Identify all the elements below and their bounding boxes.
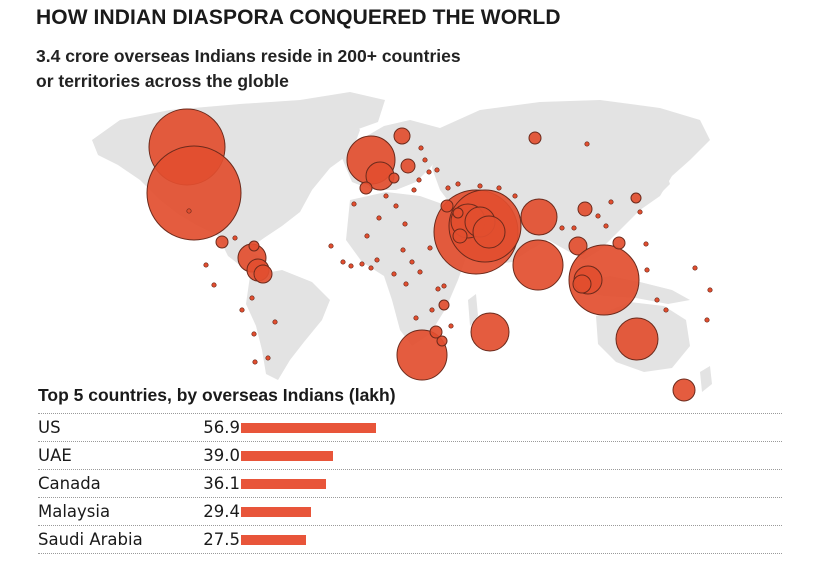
bubble-europe-c [400, 158, 416, 174]
bar-row: Saudi Arabia 27.5 [38, 526, 782, 554]
page-title: HOW INDIAN DIASPORA CONQUERED THE WORLD [36, 6, 561, 29]
bar [241, 479, 327, 489]
land-madagascar [468, 294, 478, 326]
bubble-reunion [436, 335, 448, 347]
bubble-caribbean-c [248, 240, 260, 252]
bubble-thailand [612, 236, 626, 250]
bar-row: US 56.9 [38, 414, 782, 442]
bubble-myanmar [568, 244, 640, 316]
bar-row: UAE 39.0 [38, 442, 782, 470]
bubble-sri-lanka [512, 239, 564, 291]
bubble-kenya [438, 299, 450, 311]
bubble-china [577, 201, 593, 217]
bubble-europe-e [388, 172, 400, 184]
bar [241, 535, 306, 545]
bubble-australia [615, 317, 659, 361]
bar-value-label: 29.4 [203, 502, 240, 521]
bubble-new-zealand [672, 378, 696, 402]
bubble-japan [630, 192, 642, 204]
bar-chart: US 56.9 UAE 39.0 Canada 36.1 Malaysia 29… [38, 413, 782, 554]
bubble-mauritius [470, 312, 510, 352]
bubble-singapore [572, 274, 592, 294]
subtitle-line-1: 3.4 crore overseas Indians reside in 200… [36, 46, 461, 66]
bar [241, 423, 376, 433]
bar [241, 507, 311, 517]
subtitle-line-2: or territories across the globle [36, 71, 289, 91]
land-japan [650, 168, 670, 196]
subtitle: 3.4 crore overseas Indians reside in 200… [36, 44, 596, 94]
bubble-bhutan [568, 236, 588, 256]
bar-row: Malaysia 29.4 [38, 498, 782, 526]
land-new-zealand [700, 366, 712, 392]
bar-chart-title: Top 5 countries, by overseas Indians (la… [38, 385, 396, 405]
bubble-russia [528, 131, 542, 145]
bubble-kuwait [440, 199, 454, 213]
bar-value-label: 36.1 [203, 474, 240, 493]
bar-category-label: UAE [38, 446, 72, 465]
bubbles [146, 108, 696, 402]
bar-value-label: 27.5 [203, 530, 240, 549]
bar-category-label: Malaysia [38, 502, 111, 521]
land-greenland [300, 92, 385, 132]
bar-category-label: Saudi Arabia [38, 530, 143, 549]
bar-value-label: 39.0 [203, 446, 240, 465]
bubble-south-africa [396, 329, 448, 381]
small-dots [186, 141, 713, 365]
bubble-europe-b [393, 127, 411, 145]
bubble-guyana [253, 264, 273, 284]
bar-row: Canada 36.1 [38, 470, 782, 498]
bubble-europe-d [359, 181, 373, 195]
bubble-gulf-c [472, 215, 506, 249]
bubble-oman [452, 228, 468, 244]
bubble-tanzania [429, 325, 443, 339]
bubble-nepal [520, 198, 558, 236]
bar-category-label: US [38, 418, 61, 437]
bar-category-label: Canada [38, 474, 101, 493]
land-south-america [246, 270, 330, 380]
bar-value-label: 56.9 [203, 418, 240, 437]
bar [241, 451, 334, 461]
bubble-qatar [452, 207, 464, 219]
bubble-us-small [215, 235, 229, 249]
bubble-us [146, 145, 242, 241]
